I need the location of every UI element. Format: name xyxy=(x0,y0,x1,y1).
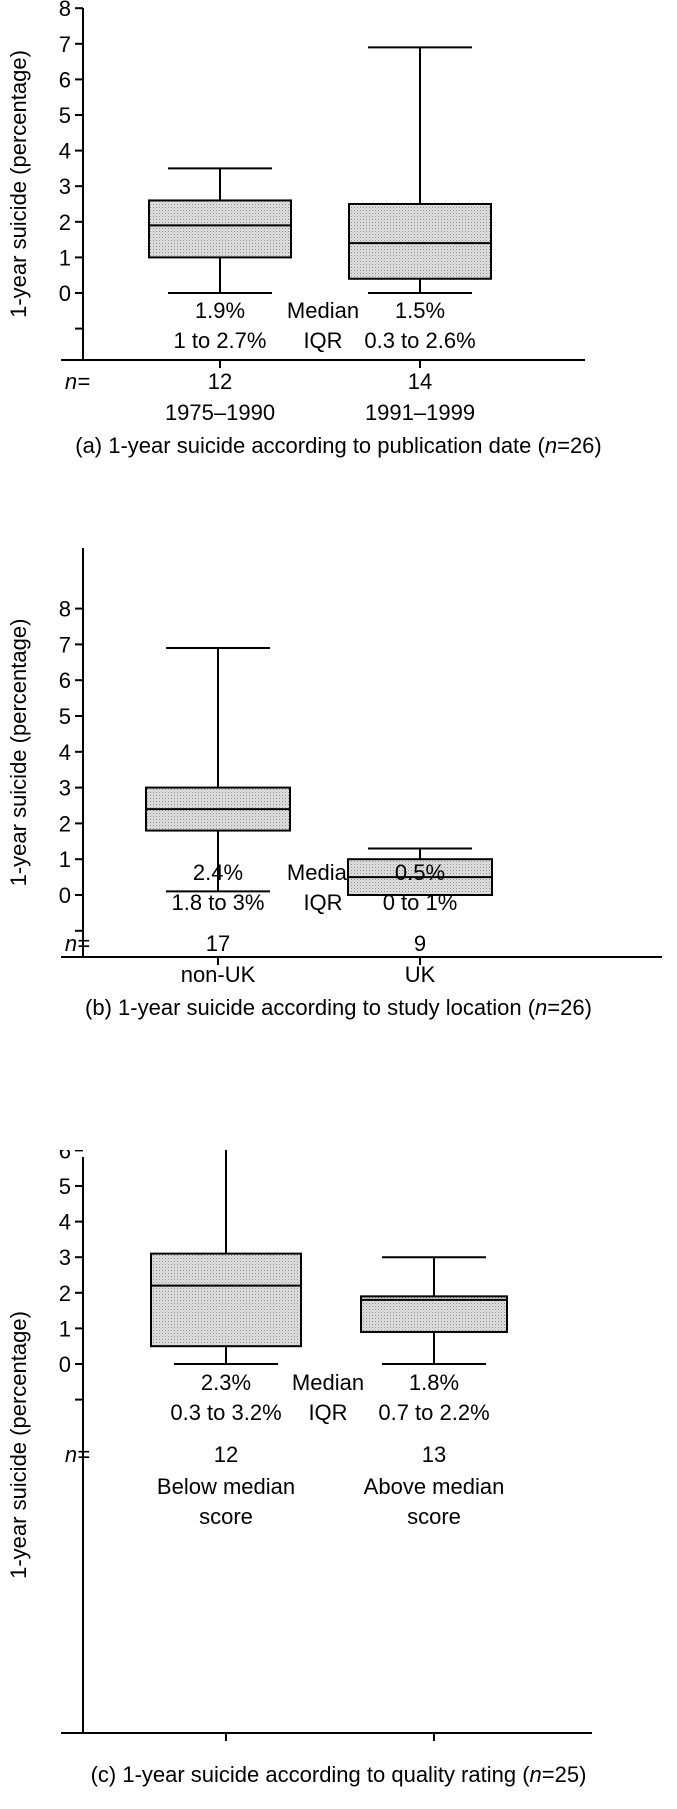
y-tick-label: 1 xyxy=(59,847,71,872)
chart-caption: (a) 1-year suicide according to publicat… xyxy=(0,433,677,459)
y-tick-label: 0 xyxy=(59,883,71,908)
group-n: 13 xyxy=(422,1442,446,1467)
group-label: 1991–1999 xyxy=(365,400,475,425)
iqr-value: 1.8 to 3% xyxy=(172,890,265,915)
group-label: Above median xyxy=(364,1474,505,1499)
box-group-2 xyxy=(360,1256,508,1365)
box-group-2 xyxy=(348,46,492,294)
y-tick-label: 4 xyxy=(59,740,71,765)
y-tick-label: 8 xyxy=(59,0,71,21)
group-n: 9 xyxy=(414,931,426,956)
group-n: 12 xyxy=(208,369,232,394)
caption-part: =25) xyxy=(541,1762,587,1787)
group-n: 12 xyxy=(214,1442,238,1467)
y-axis-label: 1-year suicide (percentage) xyxy=(6,619,31,887)
iqr-box xyxy=(148,199,292,259)
box-group-1 xyxy=(150,1124,302,1365)
caption-part: (a) 1-year suicide according to publicat… xyxy=(75,433,545,458)
iqr-value: 0.3 to 3.2% xyxy=(170,1400,281,1425)
chart-caption: (c) 1-year suicide according to quality … xyxy=(0,1762,677,1788)
y-tick-label: 5 xyxy=(59,1174,71,1199)
y-tick-label: 7 xyxy=(59,32,71,57)
y-tick-label: 5 xyxy=(59,103,71,128)
y-tick-label: 8 xyxy=(59,597,71,622)
iqr-label: IQR xyxy=(303,890,342,915)
chart-caption: (b) 1-year suicide according to study lo… xyxy=(0,995,677,1021)
iqr-value: 0 to 1% xyxy=(383,890,458,915)
group-label: Below median xyxy=(157,1474,295,1499)
caption-part: =26) xyxy=(557,433,602,458)
median-value: 1.5% xyxy=(395,298,445,323)
group-label: 1975–1990 xyxy=(165,400,275,425)
box-group-1 xyxy=(148,167,292,294)
y-tick-label: 2 xyxy=(59,1281,71,1306)
y-tick-label: 0 xyxy=(59,281,71,306)
y-tick-label: 3 xyxy=(59,174,71,199)
y-tick-label: 1 xyxy=(59,245,71,270)
caption-part: =26) xyxy=(547,995,592,1020)
iqr-label: IQR xyxy=(303,328,342,353)
caption-part: n xyxy=(529,1762,542,1787)
iqr-box xyxy=(348,203,492,280)
group-n: 14 xyxy=(408,369,432,394)
median-value: 2.3% xyxy=(201,1370,251,1395)
median-value: 0.5% xyxy=(395,860,445,885)
group-label: non-UK xyxy=(181,962,256,987)
y-tick-label: 6 xyxy=(59,1150,71,1163)
y-tick-label: 4 xyxy=(59,1210,71,1235)
iqr-value: 1 to 2.7% xyxy=(174,328,267,353)
y-tick-label: 4 xyxy=(59,139,71,164)
n-label: n= xyxy=(65,931,90,956)
y-tick-label: 5 xyxy=(59,704,71,729)
box-group-2 xyxy=(347,847,493,897)
median-value: 2.4% xyxy=(193,860,243,885)
median-value: 1.8% xyxy=(409,1370,459,1395)
y-tick-label: 0 xyxy=(59,1352,71,1377)
group-label: score xyxy=(199,1504,253,1529)
median-label: Median xyxy=(287,298,359,323)
group-label: score xyxy=(407,1504,461,1529)
chart-panel-b: 0 1 2 3 4 5 6 7 8 1-year suicide (percentage) n= Me… xyxy=(0,540,677,1020)
iqr-value: 0.3 to 2.6% xyxy=(364,328,475,353)
chart-panel-a: 0 1 2 3 4 5 6 7 8 1-year suicide (percentage) n= Me… xyxy=(0,0,677,470)
y-tick-label: 3 xyxy=(59,776,71,801)
iqr-box xyxy=(360,1295,508,1333)
y-tick-label: 2 xyxy=(59,811,71,836)
y-tick-label: 3 xyxy=(59,1245,71,1270)
y-axis-label: 1-year suicide (percentage) xyxy=(6,50,31,318)
iqr-box xyxy=(150,1252,302,1348)
group-label: UK xyxy=(405,962,436,987)
caption-part: (b) 1-year suicide according to study lo… xyxy=(85,995,536,1020)
y-tick-label: 6 xyxy=(59,67,71,92)
y-tick-label: 2 xyxy=(59,210,71,235)
group-n: 17 xyxy=(206,931,230,956)
iqr-label: IQR xyxy=(308,1400,347,1425)
caption-part: n xyxy=(544,433,558,458)
box-group-1 xyxy=(145,646,291,893)
iqr-value: 0.7 to 2.2% xyxy=(378,1400,489,1425)
median-label: Median xyxy=(292,1370,364,1395)
n-label: n= xyxy=(65,369,90,394)
y-tick-label: 7 xyxy=(59,632,71,657)
y-tick-label: 1 xyxy=(59,1316,71,1341)
n-label: n= xyxy=(65,1442,90,1467)
caption-part: n xyxy=(535,995,548,1020)
y-axis-label: 1-year suicide (percentage) xyxy=(6,1311,31,1579)
y-tick-label: 6 xyxy=(59,668,71,693)
median-value: 1.9% xyxy=(195,298,245,323)
caption-part: (c) 1-year suicide according to quality … xyxy=(90,1762,530,1787)
